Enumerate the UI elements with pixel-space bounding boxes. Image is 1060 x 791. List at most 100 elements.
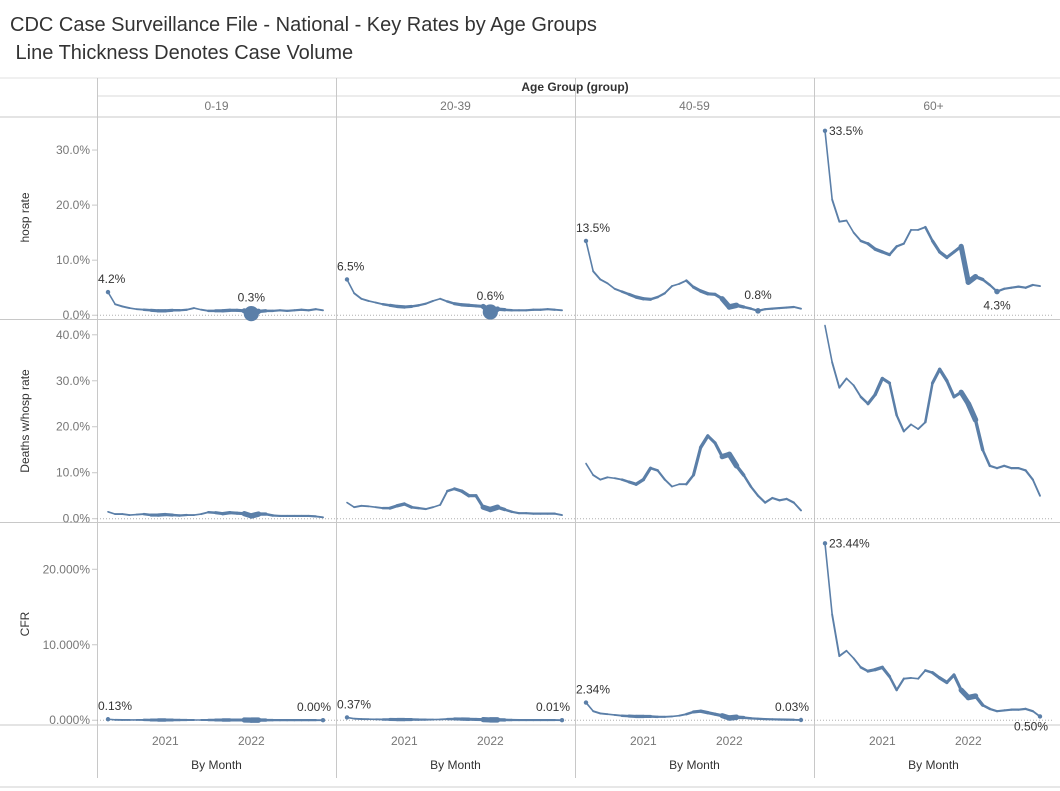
- series-segment-40-59: [613, 287, 623, 293]
- series-segment-20-39: [546, 308, 556, 311]
- series-segment-40-59: [785, 305, 795, 309]
- series-segment-40-59: [671, 483, 680, 488]
- series-segment-60+: [1017, 707, 1027, 711]
- data-label: 0.01%: [536, 700, 570, 714]
- series-segment-0-19: [286, 309, 296, 312]
- series-segment-60+: [1024, 707, 1034, 713]
- series-segment-60+: [973, 694, 985, 707]
- series-segment-40-59: [606, 282, 616, 290]
- series-segment-60+: [952, 673, 963, 692]
- data-label: 4.3%: [983, 299, 1011, 313]
- series-segment-60+: [838, 377, 848, 389]
- data-point-60+: [822, 541, 828, 546]
- series-segment-40-59: [671, 714, 680, 718]
- series-segment-60+: [973, 418, 985, 452]
- series-segment-20-39: [503, 508, 514, 514]
- data-point-20-39: [344, 715, 350, 720]
- data-label: 23.44%: [829, 536, 870, 550]
- series-segment-40-59: [599, 278, 609, 285]
- series-segment-60+: [845, 649, 855, 660]
- data-point-40-59: [583, 700, 589, 705]
- series-segment-20-39: [367, 505, 377, 509]
- series-segment-0-19: [128, 307, 138, 310]
- series-segment-20-39: [417, 302, 427, 307]
- series-segment-40-59: [585, 240, 594, 272]
- series-segment-40-59: [592, 270, 602, 281]
- series-segment-20-39: [402, 502, 414, 509]
- data-point-40-59: [583, 238, 589, 244]
- series-segment-40-59: [649, 295, 659, 301]
- series-segment-0-19: [271, 309, 282, 312]
- series-segment-60+: [995, 709, 1006, 713]
- series-segment-60+: [1003, 286, 1013, 290]
- series-segment-40-59: [778, 306, 788, 310]
- series-segment-60+: [824, 324, 833, 364]
- series-segment-0-19: [121, 513, 131, 516]
- x-tick-label: 2022: [955, 734, 982, 748]
- series-segment-60+: [888, 381, 898, 417]
- y-tick-label: 40.0%: [56, 328, 90, 342]
- data-label: 0.50%: [1014, 719, 1048, 733]
- series-segment-20-39: [353, 292, 363, 300]
- series-segment-40-59: [671, 283, 680, 287]
- series-segment-60+: [831, 198, 841, 223]
- data-label: 0.13%: [98, 699, 132, 713]
- series-segment-60+: [888, 675, 898, 692]
- series-segment-20-39: [539, 308, 549, 311]
- column-header-20-39: 20-39: [440, 99, 471, 113]
- series-segment-20-39: [424, 506, 434, 510]
- series-segment-60+: [902, 677, 912, 680]
- series-segment-0-19: [193, 307, 202, 311]
- series-segment-60+: [995, 464, 1006, 470]
- series-segment-40-59: [742, 305, 753, 310]
- series-segment-20-39: [432, 297, 441, 302]
- y-tick-label: 10.000%: [43, 638, 91, 652]
- data-point-60+: [1037, 714, 1043, 719]
- series-segment-60+: [866, 393, 877, 406]
- series-segment-20-39: [553, 512, 563, 516]
- y-tick-label: 30.0%: [56, 143, 90, 157]
- series-segment-60+: [917, 669, 927, 680]
- series-segment-40-59: [641, 466, 653, 482]
- series-segment-40-59: [663, 285, 673, 295]
- series-segment-60+: [958, 243, 971, 285]
- y-tick-label: 30.0%: [56, 374, 90, 388]
- series-segment-60+: [981, 448, 992, 468]
- column-header-0-19: 0-19: [204, 99, 228, 113]
- series-segment-40-59: [606, 713, 616, 716]
- series-segment-60+: [910, 423, 919, 430]
- series-segment-20-39: [424, 299, 434, 305]
- series-segment-20-39: [510, 510, 521, 515]
- series-segment-60+: [888, 245, 898, 256]
- series-segment-20-39: [417, 507, 427, 511]
- series-segment-60+: [981, 278, 992, 287]
- series-segment-40-59: [734, 464, 746, 477]
- series-segment-0-19: [185, 307, 195, 311]
- series-segment-60+: [895, 414, 905, 433]
- series-segment-0-19: [107, 291, 116, 306]
- series-segment-40-59: [792, 501, 802, 512]
- data-label: 13.5%: [576, 221, 610, 235]
- series-segment-40-59: [599, 476, 609, 481]
- series-segment-60+: [910, 677, 919, 680]
- data-point-60+: [994, 288, 1000, 295]
- x-tick-label: 2021: [869, 734, 896, 748]
- data-label: 2.34%: [576, 683, 610, 697]
- data-point-20-39: [344, 277, 350, 282]
- series-segment-60+: [1031, 478, 1041, 497]
- series-segment-0-19: [264, 512, 275, 517]
- row-axis-title: CFR: [18, 611, 32, 636]
- data-label: 0.00%: [297, 700, 331, 714]
- x-tick-label: 2022: [716, 734, 743, 748]
- x-tick-label: 2022: [477, 734, 504, 748]
- series-segment-60+: [917, 226, 927, 231]
- series-segment-0-19: [293, 308, 303, 312]
- x-axis-title: By Month: [430, 758, 481, 772]
- data-label: 4.2%: [98, 272, 126, 286]
- series-segment-60+: [902, 423, 912, 433]
- series-segment-60+: [852, 384, 862, 398]
- data-label: 0.6%: [477, 289, 505, 303]
- data-point-0-19: [105, 289, 111, 295]
- x-axis-title: By Month: [191, 758, 242, 772]
- series-segment-60+: [838, 219, 848, 223]
